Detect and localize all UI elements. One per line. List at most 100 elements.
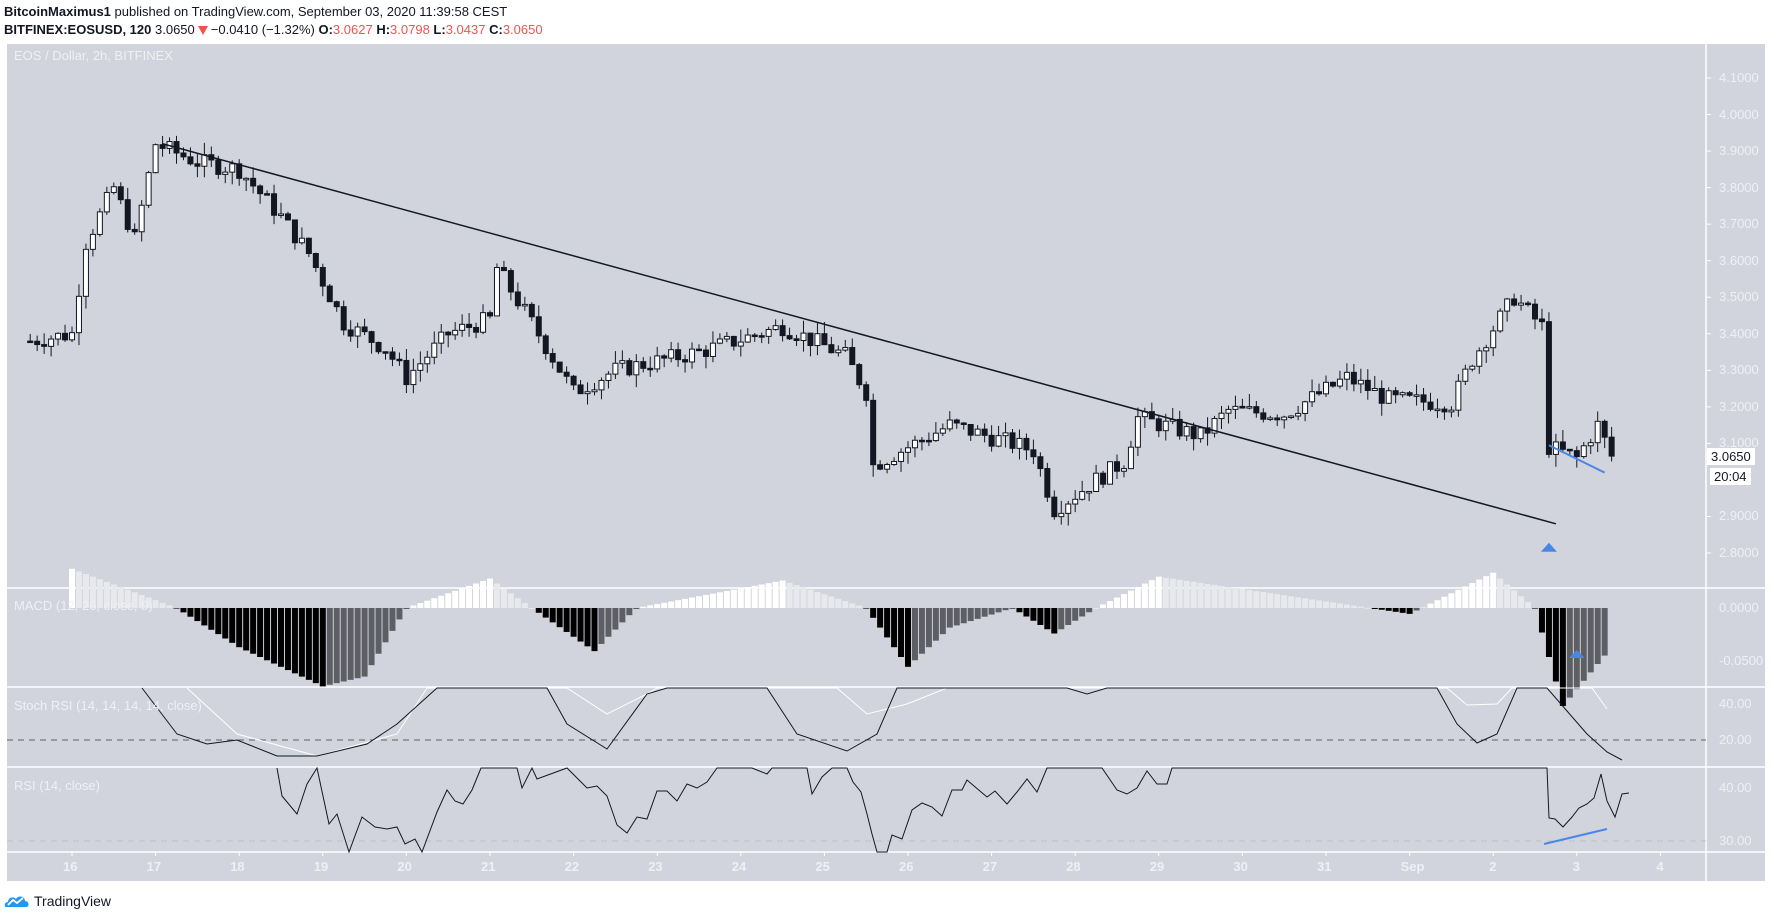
macd-blue-arrow-up-icon[interactable] [1568, 650, 1585, 658]
macd-bar [835, 598, 842, 608]
macd-bar [1309, 599, 1316, 608]
macd-bar [1552, 608, 1559, 682]
bear-candle [1608, 436, 1615, 457]
macd-bar [1225, 586, 1232, 608]
macd-bar [340, 608, 347, 682]
bull-candle [152, 144, 159, 174]
bear-candle [1364, 379, 1371, 391]
low-value: 3.0437 [445, 22, 486, 37]
macd-bar [236, 608, 243, 648]
bull-candle [1162, 420, 1169, 432]
tradingview-logo-icon [4, 896, 29, 907]
macd-bar [243, 608, 250, 651]
macd-bar [953, 608, 960, 626]
bull-candle [772, 325, 779, 330]
macd-bar [577, 608, 584, 642]
descending-resistance-line[interactable] [162, 143, 1557, 525]
macd-bar [1190, 581, 1197, 608]
bear-candle [877, 464, 884, 470]
macd-bar [772, 581, 779, 608]
price-tick-label: 3.8000 [1719, 179, 1759, 195]
date-tick-label: 22 [564, 859, 580, 874]
macd-bar [911, 608, 918, 661]
macd-bar [1072, 608, 1079, 621]
macd-bar [891, 608, 898, 648]
macd-bar [1155, 576, 1162, 608]
macd-bar [1302, 598, 1309, 608]
blue-divergence-line[interactable] [1548, 444, 1606, 474]
bear-candle [291, 219, 298, 244]
bear-candle [535, 316, 542, 337]
author-name[interactable]: BitcoinMaximus1 [4, 4, 111, 19]
macd-bar [528, 608, 535, 609]
bear-candle [563, 371, 570, 377]
macd-bar [870, 608, 877, 618]
bull-candle [438, 331, 445, 344]
rsi-line [276, 766, 1630, 854]
bear-candle [981, 428, 988, 436]
blue-arrow-up-icon[interactable] [1540, 542, 1557, 552]
bear-candle [918, 439, 925, 443]
macd-bar [96, 579, 103, 608]
stoch-k-line [141, 687, 1623, 761]
macd-bar [424, 600, 431, 608]
chart-canvas[interactable] [7, 44, 1765, 881]
bear-candle [786, 335, 793, 340]
bull-candle [1211, 418, 1218, 434]
macd-bar [445, 593, 452, 608]
macd-bar [1295, 597, 1302, 608]
bear-candle [319, 266, 326, 287]
bull-candle [1302, 401, 1309, 414]
bull-candle [354, 326, 361, 337]
macd-bar [431, 598, 438, 608]
bear-candle [250, 177, 257, 187]
macd-bar [326, 608, 333, 685]
bear-candle [570, 375, 577, 386]
macd-bar [69, 568, 75, 608]
bull-candle [891, 460, 898, 466]
macd-bar [814, 591, 821, 608]
bull-candle [1587, 442, 1594, 447]
bull-candle [110, 186, 117, 193]
macd-bar [1399, 608, 1406, 613]
bear-candle [640, 361, 647, 369]
bear-candle [1538, 318, 1545, 323]
bull-candle [1183, 426, 1190, 437]
macd-bar [988, 608, 995, 615]
bear-candle [856, 364, 863, 386]
macd-bar [793, 585, 800, 608]
macd-bar [535, 608, 542, 613]
chart-container[interactable]: EOS / Dollar, 2h, BITFINEX MACD (12, 26,… [7, 44, 1765, 881]
bull-candle [689, 348, 696, 363]
bull-candle [1295, 412, 1302, 417]
rsi-divergence-line[interactable] [1543, 828, 1608, 845]
close-value: 3.0650 [502, 22, 543, 37]
macd-bar [1329, 602, 1336, 608]
macd-bar [124, 589, 131, 608]
macd-bar [250, 608, 257, 654]
macd-bar [493, 583, 500, 608]
macd-bar [1169, 578, 1176, 608]
bull-candle [1490, 330, 1497, 349]
bull-candle [1197, 427, 1204, 440]
bull-candle [905, 447, 911, 453]
bull-candle [709, 342, 716, 357]
date-tick-label: 24 [731, 859, 747, 874]
bull-candle [619, 360, 626, 364]
bear-candle [675, 349, 682, 361]
bull-candle [765, 328, 772, 337]
bull-candle [584, 391, 591, 395]
date-tick-label: 2 [1489, 859, 1497, 874]
bear-candle [1037, 456, 1044, 470]
macd-bar [152, 600, 159, 608]
macd-bar [159, 602, 166, 608]
macd-bar [612, 608, 619, 630]
macd-bar [661, 602, 668, 608]
macd-bar [730, 589, 737, 608]
tradingview-footer[interactable]: TradingView [4, 893, 111, 909]
macd-bar [1559, 608, 1566, 706]
bull-candle [591, 389, 598, 393]
bull-candle [452, 329, 459, 336]
macd-bar [201, 608, 208, 626]
macd-bar [633, 608, 640, 609]
